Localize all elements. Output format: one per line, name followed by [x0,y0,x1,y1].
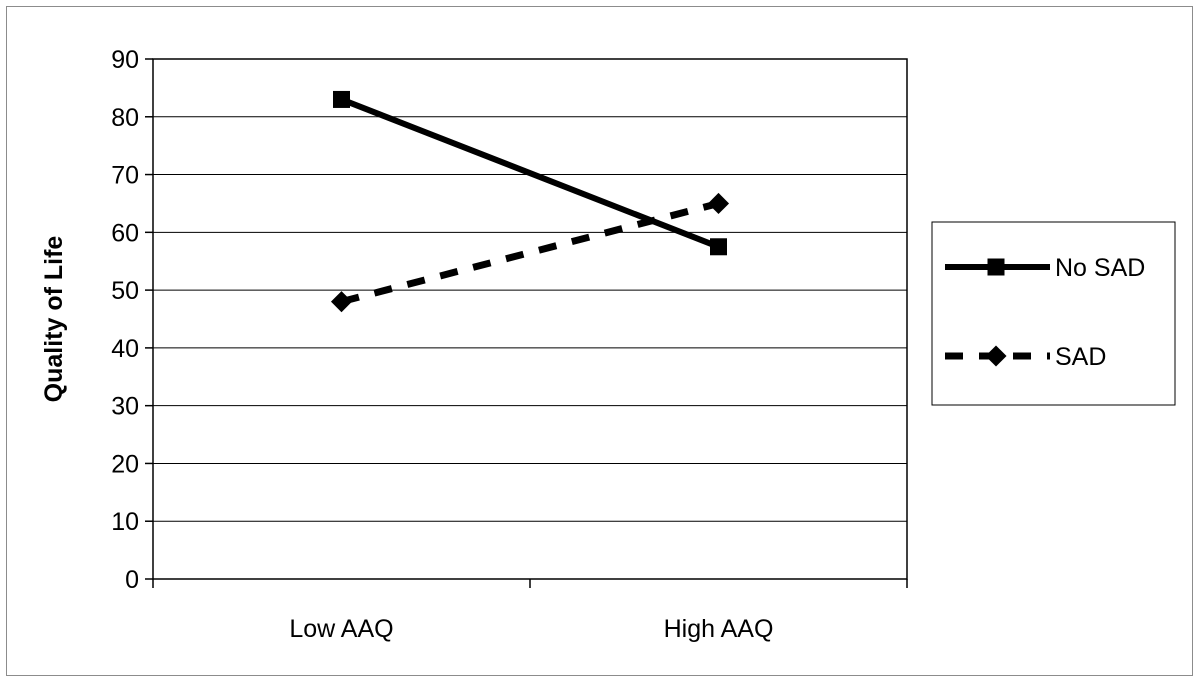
y-tick-label: 60 [111,219,139,247]
series-layer [330,90,730,313]
y-tick-label: 70 [111,162,139,190]
y-tick-label: 0 [125,566,139,594]
y-tick-label: 40 [111,335,139,363]
legend-label: No SAD [1055,254,1145,282]
y-tick-label: 10 [111,508,139,536]
data-point [707,192,730,214]
y-axis-title: Quality of Life [40,236,68,403]
series-line [340,96,720,250]
x-tick-label: High AAQ [664,615,774,643]
data-point [710,238,727,256]
series-no-sad [333,90,727,256]
data-point [333,90,350,108]
legend-marker [987,258,1005,276]
y-tick-label: 20 [111,450,139,478]
gridlines [153,58,907,522]
series-sad [330,192,730,313]
y-tick-label: 30 [111,393,139,421]
legend-label: SAD [1055,343,1106,371]
plot-area [152,58,908,580]
series-line [340,200,720,306]
data-point [330,291,353,313]
y-tick-label: 80 [111,104,139,132]
legend-box [931,221,1176,406]
legend: No SAD SAD [931,221,1176,406]
y-tick-label: 90 [111,46,139,74]
legend-marker [985,345,1007,367]
y-tick-label: 50 [111,277,139,305]
x-tick-label: Low AAQ [289,615,393,643]
axes: 0 10 20 30 40 50 60 70 80 90 Low AAQ High AAQ [111,46,908,643]
